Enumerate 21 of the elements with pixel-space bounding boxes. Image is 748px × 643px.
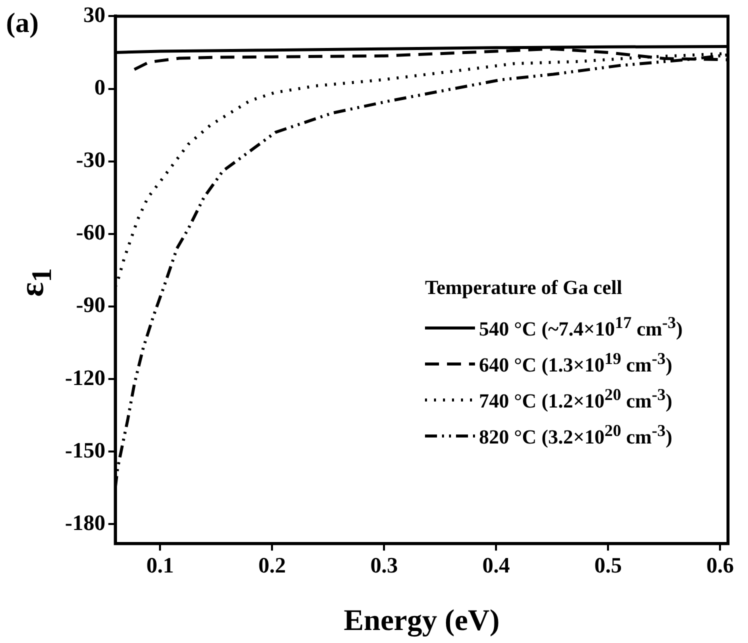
x-tick-label: 0.4: [482, 552, 510, 578]
y-tick-label: -150: [65, 437, 106, 462]
y-tick-label: -120: [65, 364, 106, 390]
legend-label: 640 °C (1.3×10$^{19}$ cm$^{-3}$): [479, 349, 672, 378]
y-tick-label: -60: [76, 220, 106, 245]
x-tick-label: 0.2: [258, 552, 286, 578]
x-tick-label: 0.6: [706, 552, 734, 578]
x-tick-label: 0.3: [370, 552, 398, 578]
y-tick-label: 0: [94, 74, 106, 100]
x-tick-label: 0.5: [594, 552, 622, 578]
x-axis-title: Energy (eV): [344, 604, 500, 637]
y-tick-label: 30: [83, 2, 106, 27]
text: (a): [6, 8, 39, 40]
legend-label: 820 °C (3.2×10$^{20}$ cm$^{-3}$): [479, 421, 672, 450]
legend-title: Temperature of Ga cell: [425, 276, 624, 300]
legend-label: 740 °C (1.2×10$^{20}$ cm$^{-3}$): [479, 385, 672, 414]
legend-label: 540 °C (~7.4×10$^{17}$ cm$^{-3}$): [479, 313, 683, 342]
y-tick-label: -90: [76, 292, 106, 318]
x-tick-label: 0.1: [146, 552, 174, 578]
y-tick-label: -30: [76, 147, 106, 172]
y-tick-label: -180: [65, 510, 106, 535]
